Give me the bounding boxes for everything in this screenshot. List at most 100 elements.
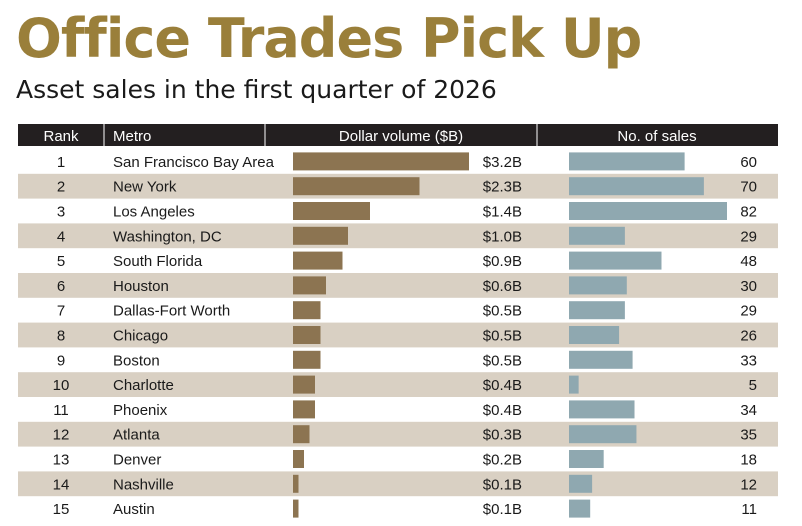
table-row: 10 Charlotte $0.4B 5 bbox=[18, 372, 778, 397]
chart-subtitle: Asset sales in the first quarter of 2026 bbox=[16, 75, 497, 104]
rank-label: 3 bbox=[57, 204, 65, 221]
metro-label: San Francisco Bay Area bbox=[113, 154, 275, 171]
row-shading bbox=[18, 421, 778, 447]
dollar-volume-label: $0.1B bbox=[483, 476, 522, 493]
header-metro: Metro bbox=[113, 128, 151, 145]
table-row: 8 Chicago $0.5B 26 bbox=[18, 322, 778, 348]
metro-label: Austin bbox=[113, 501, 155, 518]
table-row: 3 Los Angeles $1.4B 82 bbox=[57, 202, 757, 221]
row-shading bbox=[18, 273, 778, 298]
sales-count-bar bbox=[569, 251, 662, 270]
table-header: Rank Metro Dollar volume ($B) No. of sal… bbox=[18, 124, 778, 146]
rank-label: 6 bbox=[57, 278, 65, 295]
dollar-volume-label: $1.4B bbox=[483, 204, 522, 221]
sales-count-bar bbox=[569, 152, 685, 171]
sales-count-bar bbox=[569, 226, 625, 245]
dollar-volume-label: $0.4B bbox=[483, 377, 522, 394]
sales-count-label: 30 bbox=[740, 278, 757, 295]
row-shading bbox=[18, 322, 778, 348]
table-row: 14 Nashville $0.1B 12 bbox=[18, 471, 778, 497]
dollar-volume-label: $0.9B bbox=[483, 253, 522, 270]
sales-count-bar bbox=[569, 177, 704, 196]
dollar-volume-label: $0.5B bbox=[483, 303, 522, 320]
header-rank: Rank bbox=[43, 128, 79, 145]
rank-label: 11 bbox=[53, 402, 69, 419]
metro-label: Charlotte bbox=[113, 377, 174, 394]
dollar-volume-bar bbox=[293, 226, 348, 245]
sales-count-label: 33 bbox=[740, 352, 757, 369]
sales-count-label: 29 bbox=[740, 303, 757, 320]
sales-count-label: 35 bbox=[740, 427, 757, 444]
table-row: 15 Austin $0.1B 11 bbox=[53, 499, 757, 518]
table-row: 13 Denver $0.2B 18 bbox=[53, 450, 757, 469]
row-shading bbox=[18, 223, 778, 249]
sales-count-label: 29 bbox=[740, 228, 757, 245]
dollar-volume-bar bbox=[293, 177, 420, 196]
sales-count-label: 60 bbox=[740, 154, 757, 171]
metro-label: Nashville bbox=[113, 476, 174, 493]
table-row: 11 Phoenix $0.4B 34 bbox=[53, 400, 757, 419]
table-body: 1 San Francisco Bay Area $3.2B 60 2 New York $… bbox=[18, 152, 778, 518]
table-row: 7 Dallas-Fort Worth $0.5B 29 bbox=[57, 301, 757, 320]
rank-label: 13 bbox=[53, 452, 70, 469]
rank-label: 14 bbox=[53, 476, 70, 493]
sales-count-label: 12 bbox=[740, 476, 757, 493]
sales-count-bar bbox=[569, 425, 637, 444]
sales-count-bar bbox=[569, 350, 633, 369]
dollar-volume-bar bbox=[293, 152, 469, 171]
dollar-volume-bar bbox=[293, 499, 299, 518]
rank-label: 15 bbox=[53, 501, 70, 518]
dollar-volume-bar bbox=[293, 375, 315, 394]
dollar-volume-label: $0.4B bbox=[483, 402, 522, 419]
sales-count-bar bbox=[569, 499, 591, 518]
metro-label: South Florida bbox=[113, 253, 203, 270]
rank-label: 9 bbox=[57, 352, 65, 369]
metro-label: New York bbox=[113, 179, 177, 196]
row-shading bbox=[18, 372, 778, 397]
sales-count-bar bbox=[569, 301, 625, 320]
dollar-volume-label: $0.2B bbox=[483, 452, 522, 469]
table-row: 2 New York $2.3B 70 bbox=[18, 173, 778, 199]
sales-count-label: 34 bbox=[740, 402, 757, 419]
table-row: 4 Washington, DC $1.0B 29 bbox=[18, 223, 778, 249]
sales-count-bar bbox=[569, 326, 620, 344]
sales-count-bar bbox=[569, 202, 727, 220]
dollar-volume-label: $0.5B bbox=[483, 352, 522, 369]
table-row: 5 South Florida $0.9B 48 bbox=[57, 251, 757, 270]
sales-count-bar bbox=[569, 450, 604, 468]
metro-label: Houston bbox=[113, 278, 169, 295]
dollar-volume-label: $0.6B bbox=[483, 278, 522, 295]
dollar-volume-bar bbox=[293, 251, 343, 270]
metro-label: Boston bbox=[113, 352, 160, 369]
dollar-volume-bar bbox=[293, 326, 321, 344]
sales-count-label: 48 bbox=[740, 253, 757, 270]
rank-label: 2 bbox=[57, 179, 65, 196]
metro-label: Denver bbox=[113, 452, 161, 469]
dollar-volume-bar bbox=[293, 400, 315, 419]
sales-count-label: 18 bbox=[740, 452, 757, 469]
rank-label: 5 bbox=[57, 253, 65, 270]
sales-count-bar bbox=[569, 276, 627, 295]
dollar-volume-label: $1.0B bbox=[483, 228, 522, 245]
sales-count-label: 26 bbox=[740, 328, 757, 345]
table-row: 1 San Francisco Bay Area $3.2B 60 bbox=[57, 152, 757, 171]
dollar-volume-label: $0.5B bbox=[483, 328, 522, 345]
rank-label: 4 bbox=[57, 228, 65, 245]
dollar-volume-bar bbox=[293, 202, 370, 220]
sales-count-label: 5 bbox=[749, 377, 757, 394]
metro-label: Dallas-Fort Worth bbox=[113, 303, 230, 320]
rank-label: 1 bbox=[57, 154, 65, 171]
sales-count-bar bbox=[569, 400, 635, 419]
dollar-volume-bar bbox=[293, 474, 299, 493]
header-dollar-volume: Dollar volume ($B) bbox=[339, 128, 463, 145]
rank-label: 12 bbox=[53, 427, 70, 444]
metro-label: Washington, DC bbox=[113, 228, 222, 245]
dollar-volume-label: $0.1B bbox=[483, 501, 522, 518]
rank-label: 10 bbox=[53, 377, 70, 394]
dollar-volume-label: $3.2B bbox=[483, 154, 522, 171]
header-bar bbox=[18, 124, 778, 146]
dollar-volume-bar bbox=[293, 350, 321, 369]
sales-count-bar bbox=[569, 375, 579, 394]
dollar-volume-bar bbox=[293, 276, 326, 295]
